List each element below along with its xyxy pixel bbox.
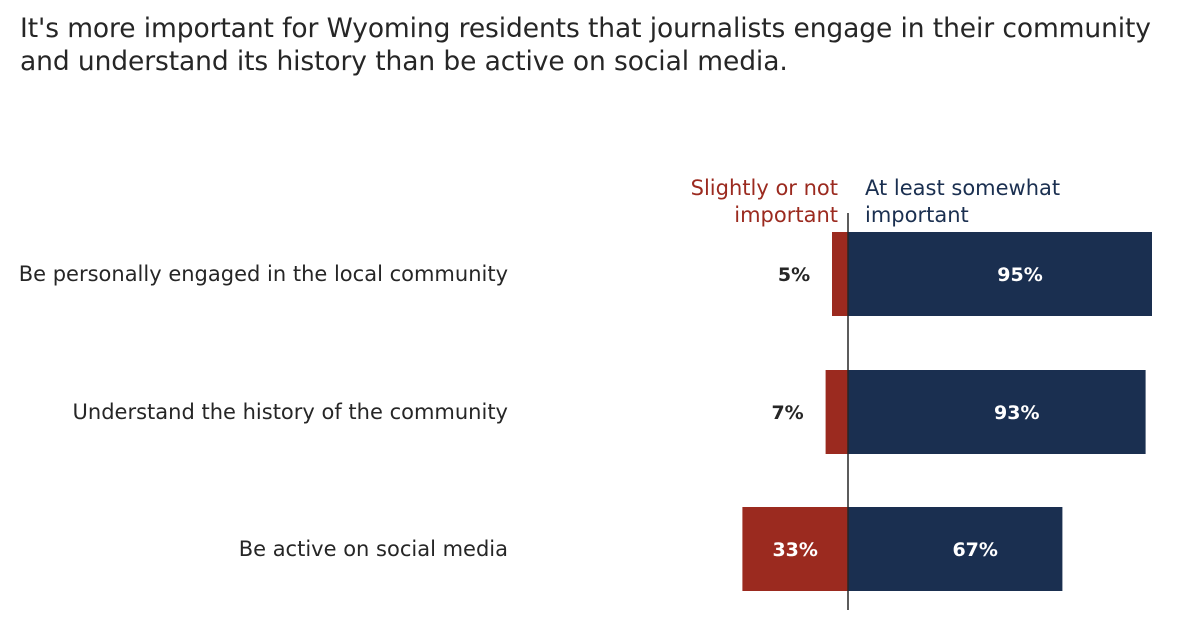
legend-positive: At least somewhat important xyxy=(865,176,1060,227)
value-label-positive: 93% xyxy=(994,402,1039,424)
bar-slightly-or-not-important xyxy=(832,232,848,316)
legend-negative-line: important xyxy=(734,203,838,227)
legend-negative-line: Slightly or not xyxy=(691,176,838,200)
legend-positive-line: At least somewhat xyxy=(865,176,1060,200)
chart-title: It's more important for Wyoming resident… xyxy=(20,13,1151,77)
value-label-negative: 33% xyxy=(772,539,817,561)
value-label-positive: 67% xyxy=(952,539,997,561)
bar-slightly-or-not-important xyxy=(742,507,848,591)
legend-negative: Slightly or not important xyxy=(691,176,838,227)
category-label: Understand the history of the community xyxy=(73,400,508,424)
bar-at-least-somewhat-important xyxy=(848,507,1063,591)
bar-slightly-or-not-important xyxy=(825,370,848,454)
category-label: Be personally engaged in the local commu… xyxy=(19,262,508,286)
value-label-negative: 7% xyxy=(771,402,803,424)
value-label-positive: 95% xyxy=(997,264,1042,286)
bar-at-least-somewhat-important xyxy=(848,370,1146,454)
legend-positive-line: important xyxy=(865,203,969,227)
value-label-negative: 5% xyxy=(778,264,810,286)
category-label: Be active on social media xyxy=(239,537,508,561)
bar-at-least-somewhat-important xyxy=(848,232,1152,316)
